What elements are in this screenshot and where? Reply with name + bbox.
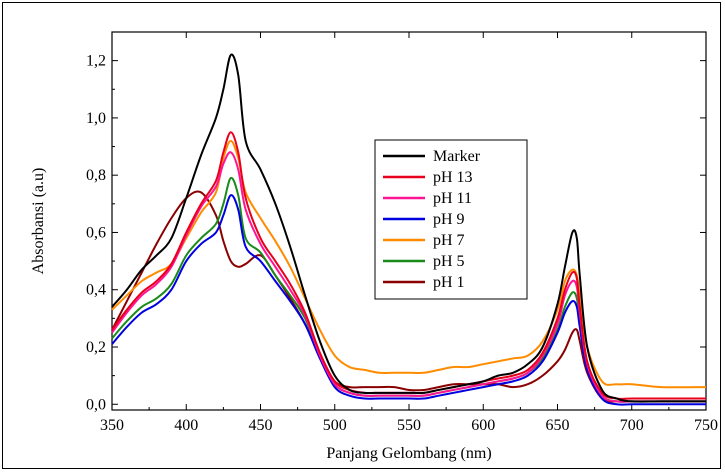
legend-label: pH 13 (433, 169, 473, 186)
y-tick-label: 0,8 (86, 167, 106, 184)
legend-label: pH 7 (433, 232, 465, 249)
y-tick-label: 0,6 (86, 224, 106, 241)
series-line-ph-1 (111, 190, 706, 403)
x-tick-label: 400 (174, 417, 198, 434)
x-tick-label: 500 (323, 417, 347, 434)
x-tick-label: 650 (546, 417, 570, 434)
y-axis-label: Absorbansi (a.u) (30, 168, 47, 275)
ticks: 350 400 450 500 550 600 650 700 750 0,0 0,2 0,4 0,6 0… (86, 31, 718, 434)
y-tick-label: 0,4 (86, 282, 106, 299)
x-tick-label: 750 (694, 417, 718, 434)
x-tick-label: 600 (471, 417, 495, 434)
x-tick-label: 450 (249, 417, 273, 434)
x-tick-label: 550 (397, 417, 421, 434)
y-tick-label: 0,2 (86, 339, 106, 356)
legend: Marker pH 13 pH 11 pH 9 pH 7 pH 5 pH 1 (374, 139, 528, 300)
legend-label: pH 9 (433, 211, 465, 228)
legend-label: pH 11 (433, 190, 472, 207)
x-tick-label: 700 (620, 417, 644, 434)
x-axis-label: Panjang Gelombang (nm) (326, 445, 491, 462)
x-tick-label: 350 (100, 417, 124, 434)
y-tick-label: 1,2 (86, 53, 106, 70)
figure-frame: 350 400 450 500 550 600 650 700 750 0,0 0,2 0,4 0,6 0… (2, 2, 721, 469)
series-line-marker (111, 53, 706, 403)
legend-label: Marker (433, 148, 481, 165)
legend-label: pH 5 (433, 253, 465, 270)
legend-label: pH 1 (433, 274, 465, 291)
absorbance-chart: 350 400 450 500 550 600 650 700 750 0,0 0,2 0,4 0,6 0… (30, 31, 718, 462)
y-tick-label: 1,0 (86, 110, 106, 127)
series-lines (111, 53, 707, 406)
series-line-ph-11 (111, 151, 706, 403)
y-tick-label: 0,0 (86, 396, 106, 413)
series-line-ph-9 (111, 194, 706, 406)
